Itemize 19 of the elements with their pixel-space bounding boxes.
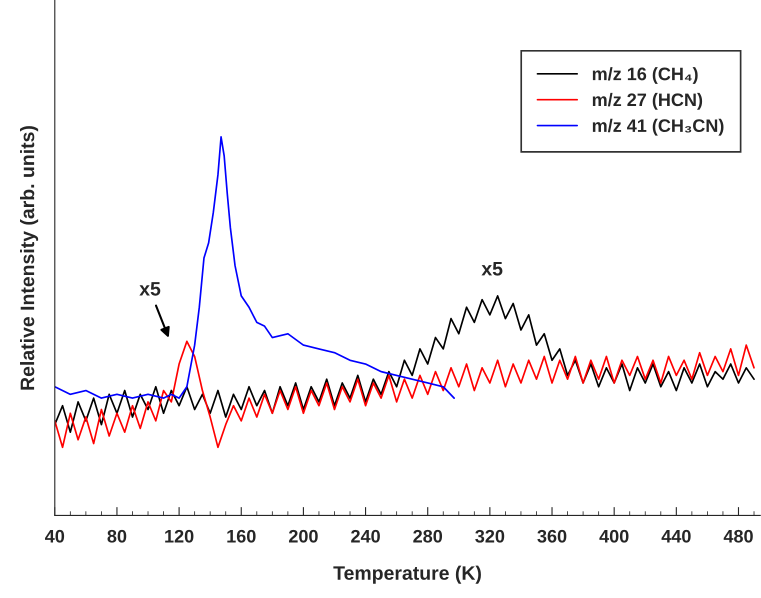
x-tick-label: 120	[165, 530, 194, 543]
x-tick-label: 320	[475, 530, 504, 543]
x-tick-label: 360	[537, 530, 566, 543]
x-tick-label: 200	[288, 530, 318, 543]
x-tick-label: 40	[45, 530, 64, 543]
x-axis-title: Temperature (K)	[333, 566, 481, 584]
x-tick-label: 160	[227, 530, 256, 543]
x-tick-label: 440	[662, 530, 691, 543]
x-tick-label: 240	[351, 530, 380, 543]
x-tick-label: 480	[724, 530, 753, 543]
legend-label: m/z 27 (HCN)	[592, 92, 702, 110]
x-tick-label: 80	[107, 530, 126, 543]
x-tick-label: 280	[413, 530, 442, 543]
annotation: x5	[139, 282, 160, 296]
legend-label: m/z 41 (CH₃CN)	[592, 118, 724, 136]
legend-label: m/z 16 (CH₄)	[592, 67, 698, 84]
x-tick-label: 400	[599, 530, 628, 543]
y-axis-title: Relative Intensity (arb. units)	[20, 126, 38, 390]
annotation: x5	[481, 262, 502, 276]
